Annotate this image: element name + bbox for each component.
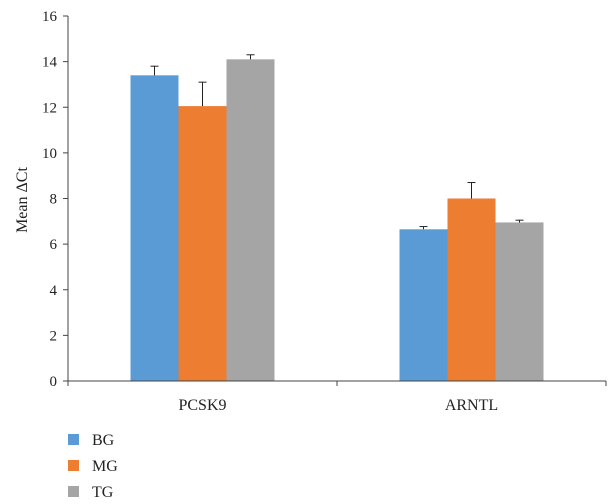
bar-tg [495, 222, 544, 381]
y-axis-title: Mean ΔCt [14, 167, 31, 233]
legend-swatch-mg [68, 460, 79, 471]
y-tick-label: 10 [42, 146, 57, 162]
y-tick-label: 2 [50, 328, 58, 344]
bar-mg [178, 106, 227, 381]
legend-swatch-tg [68, 486, 79, 497]
legend-swatch-bg [68, 434, 79, 445]
legend-label: MG [92, 458, 118, 475]
legend-label: TG [92, 484, 114, 501]
bars [130, 54, 544, 381]
bar-mg [447, 198, 496, 381]
x-axis: PCSK9 ARNTL [67, 380, 607, 414]
y-tick-label: 6 [50, 237, 58, 253]
bar-bg [130, 75, 179, 381]
y-tick-label: 14 [42, 55, 58, 71]
y-tick-label: 16 [42, 9, 58, 25]
y-tick-label: 8 [50, 192, 58, 208]
y-tick-label: 12 [42, 100, 57, 116]
bar-tg [226, 59, 275, 381]
legend-label: BG [92, 432, 115, 449]
legend: BG MG TG [68, 432, 118, 501]
y-tick-label: 4 [50, 283, 58, 299]
x-category-label: ARNTL [445, 397, 498, 414]
bar-bg [399, 229, 448, 381]
y-axis: 0 2 4 6 8 10 12 14 16 [42, 9, 69, 390]
x-category-label: PCSK9 [178, 397, 226, 414]
y-tick-label: 0 [50, 374, 58, 390]
